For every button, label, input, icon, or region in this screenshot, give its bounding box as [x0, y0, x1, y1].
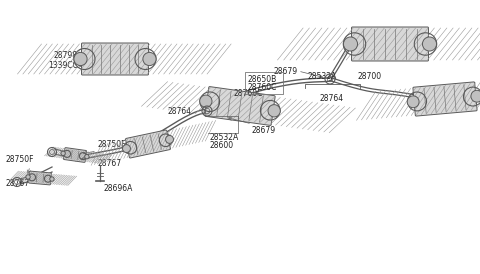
Text: 28750F: 28750F [5, 155, 34, 164]
Circle shape [61, 151, 65, 156]
Text: 28532A: 28532A [308, 72, 337, 81]
Text: 28600: 28600 [210, 141, 234, 150]
FancyBboxPatch shape [63, 148, 86, 162]
Text: 28767: 28767 [97, 159, 121, 168]
Circle shape [344, 37, 358, 51]
Circle shape [268, 105, 280, 117]
Text: 28696A: 28696A [103, 184, 132, 193]
Text: 28750F: 28750F [97, 140, 125, 149]
Circle shape [122, 145, 131, 153]
Text: 28764: 28764 [168, 107, 192, 116]
Text: 28700: 28700 [357, 72, 381, 81]
Text: 28532A: 28532A [210, 133, 239, 142]
Circle shape [471, 90, 480, 102]
FancyBboxPatch shape [82, 43, 148, 75]
Text: 28798: 28798 [54, 52, 78, 61]
Circle shape [84, 155, 89, 159]
Circle shape [50, 177, 54, 181]
Text: 1339CC: 1339CC [48, 61, 78, 70]
FancyBboxPatch shape [29, 171, 51, 185]
Text: 28679: 28679 [252, 126, 276, 135]
Circle shape [422, 37, 436, 51]
Circle shape [74, 52, 87, 65]
Text: 28760C: 28760C [247, 83, 276, 92]
Circle shape [166, 135, 173, 143]
Text: 28764: 28764 [320, 94, 344, 103]
Circle shape [200, 95, 212, 107]
Text: 28760C: 28760C [233, 89, 263, 98]
Text: 28679: 28679 [274, 67, 298, 76]
Circle shape [26, 175, 30, 179]
Text: 28767: 28767 [5, 179, 29, 188]
FancyBboxPatch shape [126, 130, 170, 158]
Circle shape [407, 96, 419, 108]
Text: 28650B: 28650B [247, 75, 276, 84]
FancyBboxPatch shape [205, 87, 275, 125]
Circle shape [143, 52, 156, 65]
FancyBboxPatch shape [351, 27, 429, 61]
FancyBboxPatch shape [413, 82, 477, 116]
